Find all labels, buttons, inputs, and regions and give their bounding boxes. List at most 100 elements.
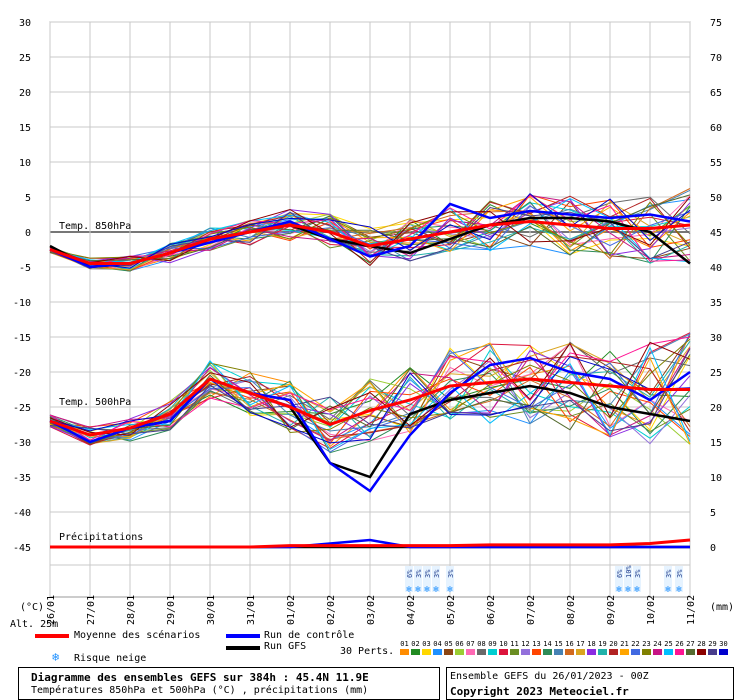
t850-band-label: Temp. 850hPa — [59, 221, 131, 232]
pert-legend-id: 19 — [598, 640, 607, 648]
x-tick-label: 11/02 — [686, 595, 697, 625]
pert-legend-item: 16 — [564, 640, 575, 655]
snow-flake-icon: ❄ — [415, 585, 421, 595]
right-tick-label: 50 — [710, 193, 722, 204]
snow-flake-icon: ❄ — [406, 585, 412, 595]
x-tick-label: 09/02 — [606, 595, 617, 625]
pert-legend-id: 09 — [488, 640, 497, 648]
right-tick-label: 35 — [710, 298, 722, 309]
mean-legend-swatch — [35, 634, 69, 638]
pert-legend-id: 11 — [510, 640, 519, 648]
pert-legend-swatch — [488, 649, 497, 655]
snow-risk-bar — [423, 566, 431, 592]
x-tick-label: 08/02 — [566, 595, 577, 625]
x-tick-label: 07/02 — [526, 595, 537, 625]
mean-legend-label: Moyenne des scénarios — [74, 630, 201, 641]
left-tick-label: -15 — [13, 333, 31, 344]
left-tick-label: -10 — [13, 298, 31, 309]
pert-legend-id: 13 — [532, 640, 541, 648]
snow-risk-bar — [633, 566, 641, 592]
pert-legend-swatch — [686, 649, 695, 655]
right-tick-label: 70 — [710, 53, 722, 64]
x-tick-label: 30/01 — [206, 595, 217, 625]
left-tick-label: -5 — [19, 263, 31, 274]
right-tick-label: 5 — [710, 508, 716, 519]
pert-legend-item: 23 — [641, 640, 652, 655]
main-series-lines — [49, 202, 691, 549]
snow-risk-value: 3% — [634, 569, 642, 578]
pert-legend-item: 17 — [575, 640, 586, 655]
pert-01-t850-line — [49, 209, 691, 270]
pert-legend-id: 05 — [444, 640, 453, 648]
x-tick-label: 31/01 — [246, 595, 257, 625]
right-tick-label: 30 — [710, 333, 722, 344]
perturbation-legend: 01 02 03 04 05 06 07 08 09 10 11 12 13 14 15 16 17 18 19 20… — [399, 640, 731, 658]
chart-subtitle: Températures 850hPa et 500hPa (°C) , pré… — [31, 685, 369, 696]
x-axis: 26/01 27/01 28/01 29/01 30/01 31/01 01/02 02/02… — [46, 595, 697, 625]
left-tick-label: -45 — [13, 543, 31, 554]
x-tick-label: 10/02 — [646, 595, 657, 625]
pert-legend-item: 03 — [421, 640, 432, 655]
snow-flake-icon: ❄ — [625, 585, 631, 595]
pert-legend-swatch — [411, 649, 420, 655]
snow-risk-value: 3% — [424, 569, 432, 578]
snow-risk-value: 3% — [447, 569, 455, 578]
pert-legend-item: 08 — [476, 640, 487, 655]
pert-legend-swatch — [510, 649, 519, 655]
pert-legend-id: 12 — [521, 640, 530, 648]
snow-flake-icon: ❄ — [433, 585, 439, 595]
right-tick-label: 60 — [710, 123, 722, 134]
snow-risk-bar — [624, 566, 632, 592]
pert-legend-id: 29 — [708, 640, 717, 648]
pert-legend-swatch — [576, 649, 585, 655]
left-axis-unit: (°C) — [20, 602, 44, 613]
pert-legend-id: 17 — [576, 640, 585, 648]
left-tick-label: 30 — [19, 18, 31, 29]
left-tick-label: 10 — [19, 158, 31, 169]
pert-legend-item: 20 — [608, 640, 619, 655]
pert-legend-item: 25 — [663, 640, 674, 655]
x-tick-label: 29/01 — [166, 595, 177, 625]
snow-risk-bar — [446, 566, 454, 592]
x-tick-label: 03/02 — [366, 595, 377, 625]
snow-risk-bar — [414, 566, 422, 592]
info-box: Ensemble GEFS du 26/01/2023 - 00Z Copyri… — [446, 667, 734, 700]
pert-legend-item: 07 — [465, 640, 476, 655]
x-tick-label: 06/02 — [486, 595, 497, 625]
pert-legend-swatch — [565, 649, 574, 655]
pert-legend-swatch — [653, 649, 662, 655]
mean-t850-line — [49, 219, 691, 265]
pert-legend-item: 26 — [674, 640, 685, 655]
left-tick-label: -35 — [13, 473, 31, 484]
snow-risk-bar — [405, 566, 413, 592]
pert-legend-swatch — [543, 649, 552, 655]
snow-risk-markers: 6%❄3%❄3%❄3%❄3%❄6%❄10%❄3%❄3%❄3%❄ — [405, 565, 684, 595]
x-tick-label: 04/02 — [406, 595, 417, 625]
perts-label: 30 Perts. — [340, 646, 395, 657]
pert-08-t500-line — [49, 341, 691, 431]
right-tick-label: 15 — [710, 438, 722, 449]
chart-grid — [49, 21, 691, 598]
snow-risk-bar — [675, 566, 683, 592]
pert-legend-swatch — [499, 649, 508, 655]
snow-risk-value: 10% — [625, 565, 633, 578]
pert-legend-id: 24 — [653, 640, 662, 648]
pert-legend-item: 21 — [619, 640, 630, 655]
pert-legend-swatch — [598, 649, 607, 655]
snow-flake-icon: ❄ — [424, 585, 430, 595]
pert-27-t500-line — [49, 354, 691, 445]
pert-legend-swatch — [708, 649, 717, 655]
snow-flake-icon: ❄ — [447, 585, 453, 595]
pert-legend-item: 09 — [487, 640, 498, 655]
pert-legend-swatch — [554, 649, 563, 655]
pert-legend-swatch — [455, 649, 464, 655]
control-legend-label: Run de contrôle — [264, 630, 355, 641]
snow-legend-label: Risque neige — [74, 653, 147, 664]
pert-legend-id: 21 — [620, 640, 629, 648]
snow-risk-value: 3% — [665, 569, 673, 578]
mean-t500-line — [49, 377, 690, 437]
pert-legend-swatch — [466, 649, 475, 655]
snow-flake-icon: ❄ — [634, 585, 640, 595]
chart-title: Diagramme des ensembles GEFS sur 384h : … — [31, 671, 369, 684]
